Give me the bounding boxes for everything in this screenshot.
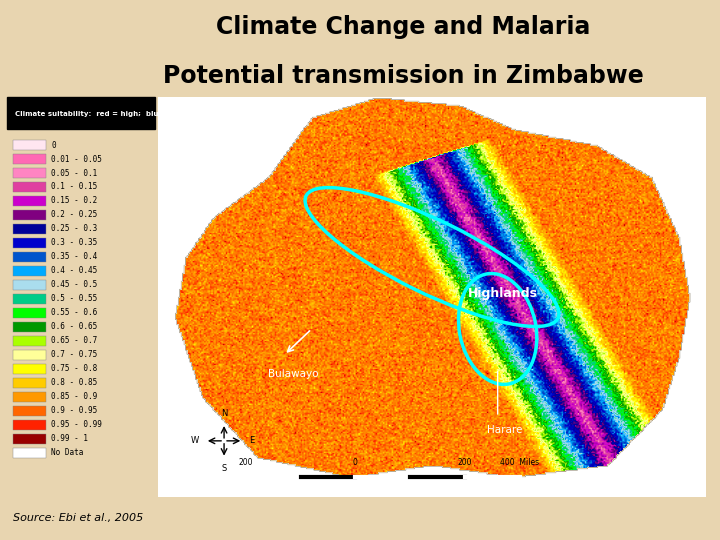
Text: 0.75 - 0.8: 0.75 - 0.8	[52, 364, 98, 373]
FancyBboxPatch shape	[13, 252, 45, 262]
Text: 0.9 - 0.95: 0.9 - 0.95	[52, 406, 98, 415]
Text: Source: Ebi et al., 2005: Source: Ebi et al., 2005	[13, 514, 143, 523]
Text: 0.4 - 0.45: 0.4 - 0.45	[52, 266, 98, 275]
Text: E: E	[248, 436, 254, 446]
Text: 0.25 - 0.3: 0.25 - 0.3	[52, 225, 98, 233]
FancyBboxPatch shape	[13, 280, 45, 290]
FancyBboxPatch shape	[13, 182, 45, 192]
Text: 200: 200	[458, 458, 472, 467]
Text: 0.55 - 0.6: 0.55 - 0.6	[52, 308, 98, 318]
Text: 0: 0	[52, 140, 56, 150]
FancyBboxPatch shape	[7, 97, 155, 129]
FancyBboxPatch shape	[13, 349, 45, 360]
Text: 0.95 - 0.99: 0.95 - 0.99	[52, 420, 102, 429]
Text: 0.35 - 0.4: 0.35 - 0.4	[52, 252, 98, 261]
FancyBboxPatch shape	[13, 363, 45, 374]
FancyBboxPatch shape	[13, 210, 45, 220]
Text: 0.01 - 0.05: 0.01 - 0.05	[52, 154, 102, 164]
Text: 0.15 - 0.2: 0.15 - 0.2	[52, 197, 98, 206]
Text: 0.45 - 0.5: 0.45 - 0.5	[52, 280, 98, 289]
FancyBboxPatch shape	[13, 168, 45, 178]
Text: 0.2 - 0.25: 0.2 - 0.25	[52, 211, 98, 219]
Text: Harare: Harare	[487, 425, 522, 435]
Text: 0.7 - 0.75: 0.7 - 0.75	[52, 350, 98, 359]
FancyBboxPatch shape	[13, 140, 45, 150]
Text: Climate Change and Malaria: Climate Change and Malaria	[216, 15, 590, 39]
FancyBboxPatch shape	[13, 434, 45, 444]
Text: 0.5 - 0.55: 0.5 - 0.55	[52, 294, 98, 303]
Text: S: S	[222, 464, 227, 472]
FancyBboxPatch shape	[13, 224, 45, 234]
FancyBboxPatch shape	[13, 392, 45, 402]
FancyBboxPatch shape	[13, 336, 45, 346]
FancyBboxPatch shape	[13, 308, 45, 318]
Text: 400  Miles: 400 Miles	[500, 458, 539, 467]
Text: N: N	[221, 409, 228, 418]
Text: Bulawayo: Bulawayo	[268, 369, 318, 379]
FancyBboxPatch shape	[13, 420, 45, 430]
Text: 0: 0	[353, 458, 358, 467]
FancyBboxPatch shape	[13, 196, 45, 206]
FancyBboxPatch shape	[13, 154, 45, 164]
Text: 0.85 - 0.9: 0.85 - 0.9	[52, 392, 98, 401]
FancyBboxPatch shape	[13, 448, 45, 458]
FancyBboxPatch shape	[13, 322, 45, 332]
Text: 0.99 - 1: 0.99 - 1	[52, 434, 89, 443]
Text: 200: 200	[239, 458, 253, 467]
Text: No Data: No Data	[52, 448, 84, 457]
FancyBboxPatch shape	[13, 377, 45, 388]
FancyBboxPatch shape	[13, 294, 45, 304]
Text: 0.3 - 0.35: 0.3 - 0.35	[52, 239, 98, 247]
Text: W: W	[192, 436, 199, 446]
Text: 0.8 - 0.85: 0.8 - 0.85	[52, 379, 98, 387]
Text: 0.05 - 0.1: 0.05 - 0.1	[52, 168, 98, 178]
FancyBboxPatch shape	[13, 266, 45, 276]
FancyBboxPatch shape	[13, 406, 45, 416]
Text: 0.1 - 0.15: 0.1 - 0.15	[52, 183, 98, 192]
Text: Highlands: Highlands	[468, 287, 538, 300]
FancyBboxPatch shape	[13, 238, 45, 248]
Text: Climate suitability:  red = high;  blue/green = low: Climate suitability: red = high; blue/gr…	[14, 111, 213, 117]
Text: Potential transmission in Zimbabwe: Potential transmission in Zimbabwe	[163, 64, 644, 88]
Text: 0.6 - 0.65: 0.6 - 0.65	[52, 322, 98, 332]
Text: 0.65 - 0.7: 0.65 - 0.7	[52, 336, 98, 346]
